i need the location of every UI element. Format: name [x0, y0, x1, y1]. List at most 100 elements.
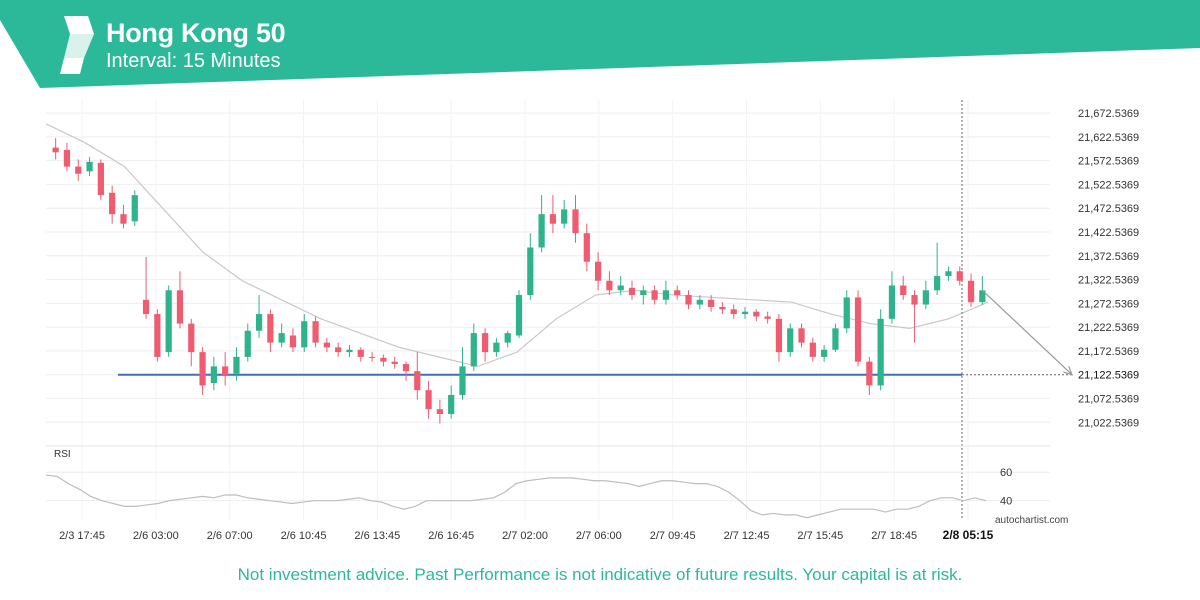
candle-body: [900, 285, 907, 296]
projection-arrowhead: [1063, 366, 1074, 376]
candle-body: [809, 342, 816, 357]
candle-body: [448, 394, 455, 414]
candle-body: [346, 349, 353, 353]
candle-body: [165, 290, 172, 353]
candle-body: [289, 335, 297, 348]
header-banner: [0, 0, 1200, 88]
candle-body: [402, 364, 410, 372]
candle-body: [561, 209, 568, 224]
logo-middle-chevron: [64, 34, 94, 58]
candle-body: [323, 342, 330, 348]
candle-body: [583, 233, 590, 262]
candle-body: [572, 209, 579, 234]
logo-lower-chevron: [60, 58, 84, 74]
projection-line: [981, 289, 1073, 376]
time-tick-label: 2/6 03:00: [133, 530, 179, 542]
price-tick-label: 21,172.5369: [1078, 346, 1139, 358]
candle-body: [131, 195, 138, 222]
candle-body: [967, 280, 975, 303]
candle-body: [775, 318, 783, 353]
candle-body: [515, 295, 523, 336]
time-tick-label: 2/8 05:15: [943, 528, 994, 542]
candle-body: [52, 147, 59, 153]
candle-body: [798, 328, 805, 343]
time-tick-label: 2/6 13:45: [354, 530, 400, 542]
disclaimer-text: Not investment advice. Past Performance …: [237, 565, 963, 584]
candle-body: [414, 371, 421, 391]
candle-body: [595, 261, 602, 281]
candle-body: [368, 356, 376, 358]
candle-body: [662, 290, 670, 300]
candle-body: [527, 247, 534, 296]
time-tick-label: 2/6 10:45: [281, 530, 327, 542]
rsi-line: [45, 474, 987, 519]
candle-body: [380, 357, 387, 362]
candle-body: [753, 311, 760, 317]
price-tick-label: 21,422.5369: [1078, 227, 1139, 239]
candle-body: [843, 297, 850, 329]
candle-body: [979, 290, 986, 303]
candle-body: [312, 321, 319, 343]
candle-body: [708, 299, 715, 307]
candle-body: [391, 361, 398, 365]
support-level-label: 21,122.5369: [1078, 370, 1139, 382]
time-tick-label: 2/6 07:00: [207, 530, 253, 542]
support-label-box: [1074, 366, 1164, 383]
candle-body: [730, 309, 737, 315]
candle-body: [301, 321, 308, 348]
candle-body: [222, 366, 229, 376]
candle-body: [199, 352, 206, 386]
candle-body: [244, 330, 251, 357]
candle-body: [606, 280, 613, 291]
price-tick-label: 21,222.5369: [1078, 322, 1139, 334]
price-tick-label: 21,622.5369: [1078, 132, 1139, 144]
candle-body: [176, 290, 184, 324]
price-tick-label: 21,022.5369: [1078, 417, 1139, 429]
candle-body: [549, 214, 557, 224]
time-tick-label: 2/7 15:45: [797, 530, 843, 542]
price-chart: 21,672.5369 21,622.5369 21,572.5369 21,522.…: [45, 100, 1164, 542]
candle-body: [109, 192, 116, 215]
candle-body: [617, 285, 624, 291]
candle-body: [188, 323, 195, 353]
brand-watermark: autochartist.com: [995, 515, 1069, 526]
candle-body: [674, 290, 681, 296]
candle-body: [685, 295, 692, 305]
candle-body: [832, 328, 839, 350]
candle-body: [877, 318, 884, 386]
candle-body: [741, 311, 749, 315]
candle-body: [640, 290, 647, 296]
candle-body: [120, 214, 127, 224]
rsi-tick-label: 60: [1000, 467, 1012, 479]
time-tick-label: 2/7 09:45: [650, 530, 696, 542]
candle-body: [233, 356, 240, 374]
candle-body: [425, 390, 432, 410]
logo-upper-chevron: [64, 16, 94, 34]
candle-body: [696, 299, 703, 305]
candle-body: [764, 316, 771, 319]
candle-body: [154, 314, 161, 357]
candle-body: [470, 333, 477, 367]
candle-body: [866, 361, 873, 386]
autochartist-logo: [60, 16, 94, 74]
page-title: Hong Kong 50: [106, 18, 286, 48]
time-tick-label: 2/7 12:45: [724, 530, 770, 542]
candle-body: [267, 314, 274, 343]
candle-body: [481, 333, 489, 353]
price-tick-label: 21,072.5369: [1078, 393, 1139, 405]
candle-body: [278, 333, 285, 343]
candle-body: [628, 287, 636, 296]
candle-body: [888, 285, 896, 319]
candle-body: [854, 297, 862, 362]
price-tick-label: 21,472.5369: [1078, 203, 1139, 215]
candle-body: [934, 276, 941, 291]
candle-body: [945, 271, 952, 277]
candle-body: [436, 409, 443, 414]
candle-body: [787, 328, 794, 353]
candle-body: [255, 314, 263, 331]
time-tick-label: 2/7 18:45: [871, 530, 917, 542]
time-tick-label: 2/6 16:45: [428, 530, 474, 542]
candle-body: [459, 366, 466, 395]
candle-body: [922, 290, 929, 305]
candle-body: [63, 149, 71, 167]
